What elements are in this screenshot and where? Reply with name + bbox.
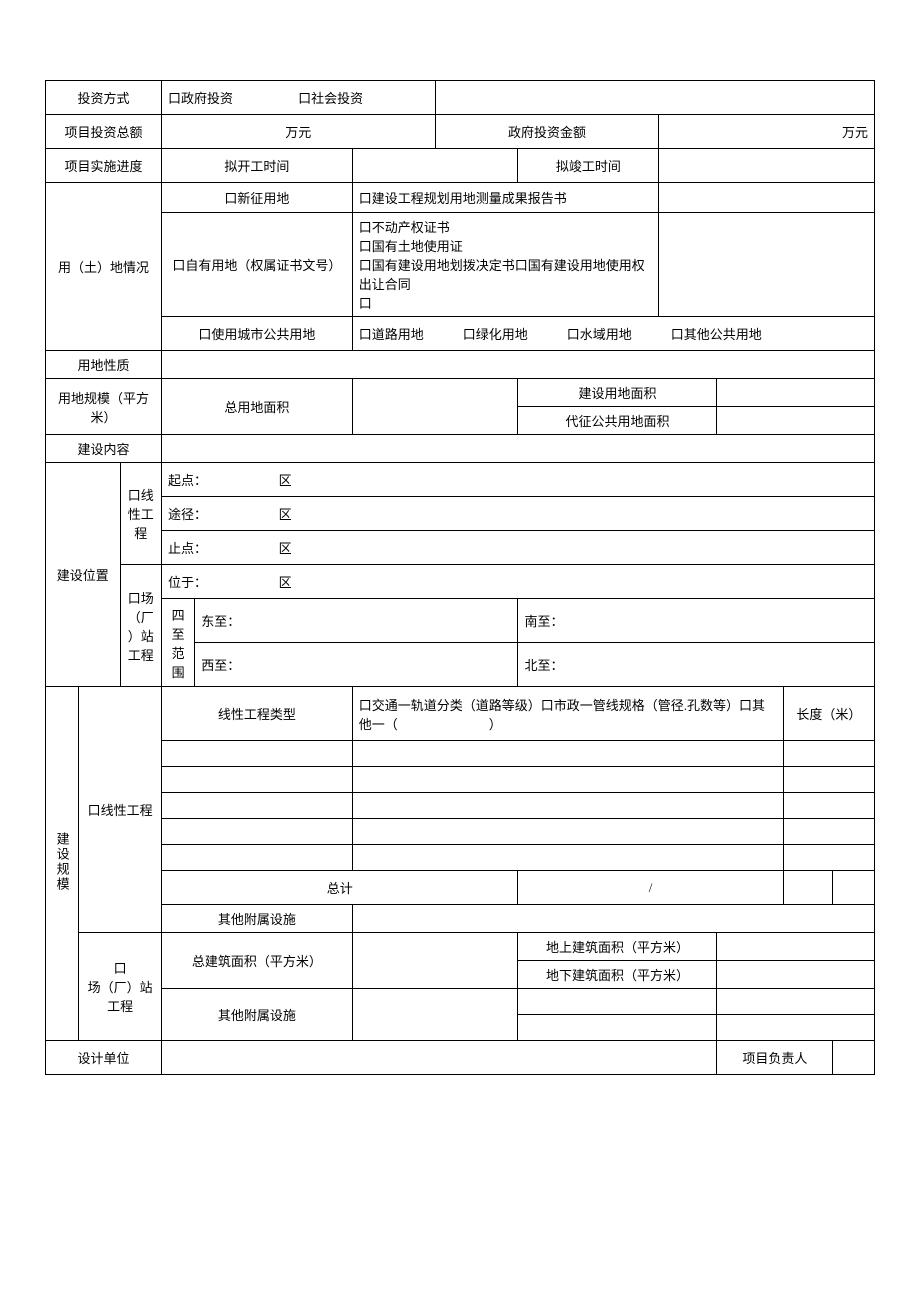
bs-r1c1[interactable]	[162, 741, 353, 767]
bs-totalarea: 总建筑面积（平方米）	[162, 933, 353, 989]
bs-above: 地上建筑面积（平方米）	[518, 933, 717, 961]
loc-end[interactable]: 止点： 区	[162, 531, 875, 565]
bs-r2c1[interactable]	[162, 767, 353, 793]
land-own: 口自有用地（权属证书文号）	[162, 213, 353, 317]
bs-r4c3[interactable]	[783, 819, 874, 845]
design-val[interactable]	[162, 1041, 717, 1075]
bs-r1c3[interactable]	[783, 741, 874, 767]
bs-length: 长度（米）	[783, 687, 874, 741]
bs-r5c3[interactable]	[783, 845, 874, 871]
invest-method-opts: 口政府投资 口社会投资	[162, 81, 436, 115]
bs-below-val[interactable]	[717, 961, 875, 989]
end-value[interactable]	[659, 149, 875, 183]
invest-method-label: 投资方式	[46, 81, 162, 115]
pm-label: 项目负责人	[717, 1041, 833, 1075]
bs-r1c2[interactable]	[352, 741, 783, 767]
land-new-blank[interactable]	[659, 183, 875, 213]
bs-other1: 其他附属设施	[162, 905, 353, 933]
scale-public-val[interactable]	[717, 407, 875, 435]
bounds-south[interactable]: 南至：	[518, 599, 875, 643]
bs-r3c1[interactable]	[162, 793, 353, 819]
bs-other2: 其他附属设施	[162, 989, 353, 1041]
bs-r3c3[interactable]	[783, 793, 874, 819]
bs-other2-b[interactable]	[518, 989, 717, 1015]
bs-other1-val[interactable]	[352, 905, 874, 933]
bs-r2c3[interactable]	[783, 767, 874, 793]
bounds-label: 四至范围	[162, 599, 195, 687]
loc-start[interactable]: 起点： 区	[162, 463, 875, 497]
total-invest-label: 项目投资总额	[46, 115, 162, 149]
scale-total: 总用地面积	[162, 379, 353, 435]
bs-other2-a[interactable]	[352, 989, 518, 1041]
nature-label: 用地性质	[46, 351, 162, 379]
location-site: 口场（厂）站工程	[120, 565, 161, 687]
scale-constr: 建设用地面积	[518, 379, 717, 407]
scale-public: 代征公共用地面积	[518, 407, 717, 435]
bs-r3c2[interactable]	[352, 793, 783, 819]
content-value[interactable]	[162, 435, 875, 463]
bs-total-v2[interactable]	[833, 871, 875, 905]
bs-type-label: 线性工程类型	[162, 687, 353, 741]
bs-above-val[interactable]	[717, 933, 875, 961]
land-new: 口新征用地	[162, 183, 353, 213]
land-city: 口使用城市公共用地	[162, 317, 353, 351]
bs-total-v1[interactable]	[783, 871, 833, 905]
buildscale-header: 建设规模	[46, 687, 79, 1041]
start-label: 拟开工时间	[162, 149, 353, 183]
start-value[interactable]	[352, 149, 518, 183]
loc-located[interactable]: 位于： 区	[162, 565, 875, 599]
gov-invest-label: 政府投资金额	[435, 115, 659, 149]
gov-invest-unit[interactable]: 万元	[659, 115, 875, 149]
total-invest-unit[interactable]: 万元	[162, 115, 436, 149]
scale-total-val[interactable]	[352, 379, 518, 435]
bs-other2-d[interactable]	[518, 1015, 717, 1041]
land-own-blank[interactable]	[659, 213, 875, 317]
bs-r5c2[interactable]	[352, 845, 783, 871]
location-linear: 口线性工程	[120, 463, 161, 565]
content-label: 建设内容	[46, 435, 162, 463]
bs-other2-e[interactable]	[717, 1015, 875, 1041]
land-own-desc: 口不动产权证书 口国有土地使用证 口国有建设用地划拨决定书口国有建设用地使用权出…	[352, 213, 659, 317]
design-label: 设计单位	[46, 1041, 162, 1075]
invest-method-blank[interactable]	[435, 81, 874, 115]
nature-value[interactable]	[162, 351, 875, 379]
bs-r2c2[interactable]	[352, 767, 783, 793]
bs-site: 口 场（厂）站工程	[79, 933, 162, 1041]
land-city-opts: 口道路用地 口绿化用地 口水域用地 口其他公共用地	[352, 317, 874, 351]
bs-other2-c[interactable]	[717, 989, 875, 1015]
bs-totalarea-val[interactable]	[352, 933, 518, 989]
bs-total-slash: /	[518, 871, 783, 905]
pm-val[interactable]	[833, 1041, 875, 1075]
bounds-north[interactable]: 北至：	[518, 643, 875, 687]
end-label: 拟竣工时间	[518, 149, 659, 183]
location-header: 建设位置	[46, 463, 121, 687]
bs-type-desc: 口交通一轨道分类（道路等级）口市政一管线规格（管径.孔数等）口其他一（ ）	[352, 687, 783, 741]
bs-r4c2[interactable]	[352, 819, 783, 845]
land-header: 用（土）地情况	[46, 183, 162, 351]
land-new-desc: 口建设工程规划用地测量成果报告书	[352, 183, 659, 213]
progress-label: 项目实施进度	[46, 149, 162, 183]
scale-label: 用地规模（平方米）	[46, 379, 162, 435]
bounds-east[interactable]: 东至：	[195, 599, 518, 643]
loc-via[interactable]: 途径： 区	[162, 497, 875, 531]
bs-below: 地下建筑面积（平方米）	[518, 961, 717, 989]
bs-linear: 口线性工程	[79, 687, 162, 933]
bs-total-label: 总计	[162, 871, 518, 905]
bounds-west[interactable]: 西至：	[195, 643, 518, 687]
bs-r4c1[interactable]	[162, 819, 353, 845]
bs-r5c1[interactable]	[162, 845, 353, 871]
scale-constr-val[interactable]	[717, 379, 875, 407]
